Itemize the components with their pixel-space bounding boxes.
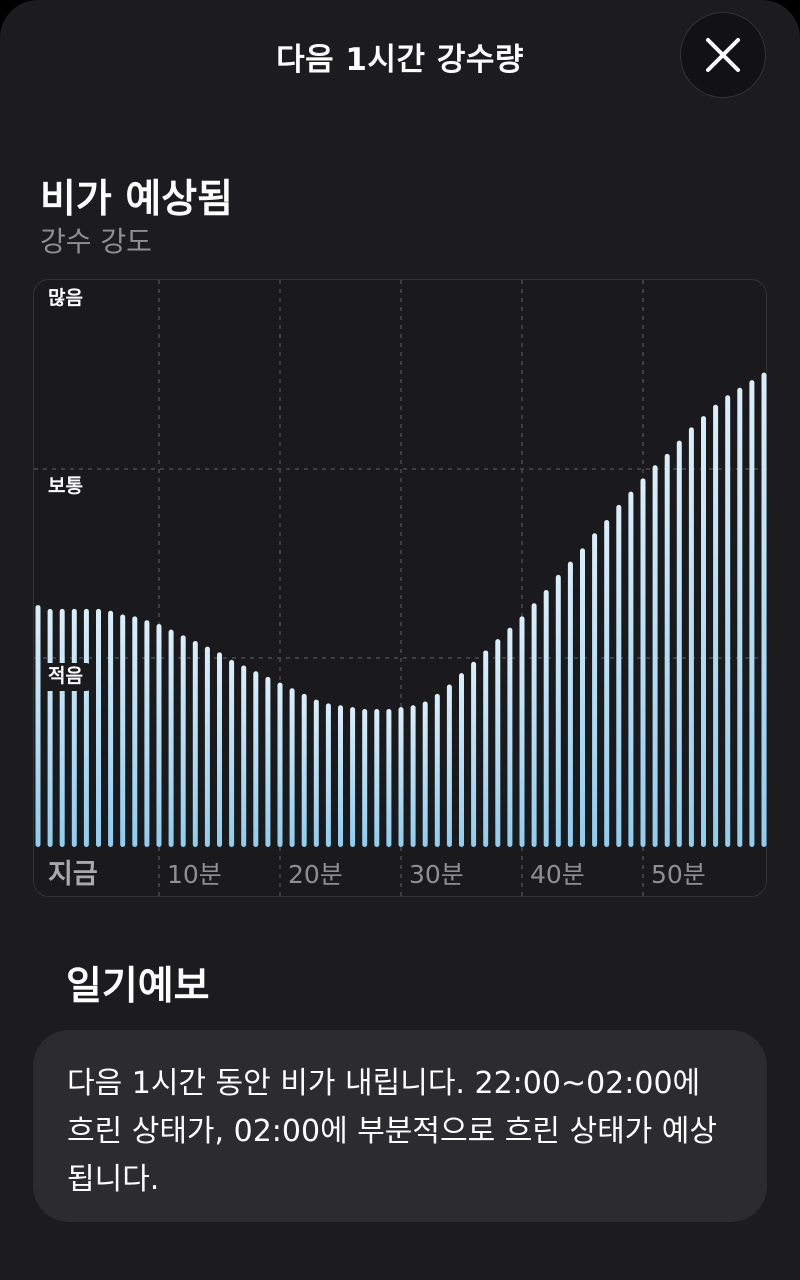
- precipitation-bar: [289, 688, 295, 847]
- precipitation-bar: [229, 659, 235, 847]
- x-tick-label: 10분: [167, 860, 222, 889]
- precipitation-bar: [471, 661, 477, 847]
- precipitation-bar: [495, 639, 501, 847]
- precipitation-bar: [132, 616, 138, 847]
- precipitation-bar: [96, 608, 101, 847]
- precipitation-bar: [725, 395, 731, 847]
- precipitation-bar: [192, 640, 198, 847]
- precipitation-bar: [277, 682, 283, 847]
- precipitation-bar: [616, 504, 622, 847]
- precipitation-bar: [507, 627, 513, 847]
- x-tick-label: 지금: [48, 859, 98, 890]
- precipitation-bar: [217, 652, 222, 847]
- precipitation-bar: [180, 635, 186, 847]
- precipitation-bar: [567, 561, 573, 847]
- precipitation-bar: [35, 605, 41, 847]
- precipitation-intensity-label: 강수 강도: [40, 225, 152, 258]
- precipitation-bar: [301, 693, 307, 847]
- close-button[interactable]: [680, 12, 766, 98]
- precipitation-bar: [386, 709, 392, 847]
- precipitation-bar: [519, 616, 525, 847]
- y-level-label: 많음: [48, 287, 83, 309]
- precipitation-bar: [749, 380, 755, 847]
- precipitation-bar: [120, 614, 126, 847]
- x-tick-label: 50분: [651, 860, 706, 889]
- y-level-label-bg: [42, 285, 92, 313]
- precipitation-bar: [71, 608, 77, 847]
- forecast-section-title: 일기예보: [66, 964, 210, 1009]
- precipitation-bar: [592, 533, 598, 847]
- precipitation-bar: [108, 610, 114, 847]
- forecast-card: 다음 1시간 동안 비가 내립니다. 22:00~02:00에 흐린 상태가, …: [33, 1030, 767, 1222]
- precipitation-bar: [434, 693, 440, 847]
- precipitation-bar: [459, 673, 464, 847]
- precipitation-bar: [446, 684, 452, 847]
- precipitation-bar: [483, 650, 489, 847]
- precipitation-bar: [410, 705, 416, 847]
- precipitation-bar: [761, 372, 767, 847]
- precipitation-bar: [241, 665, 247, 847]
- precipitation-bar: [543, 589, 549, 847]
- precipitation-bar: [374, 709, 380, 847]
- y-level-label-bg: [42, 663, 92, 691]
- precipitation-bar: [580, 548, 585, 847]
- x-tick-label: 30분: [409, 860, 464, 889]
- precipitation-bar: [59, 608, 65, 847]
- y-level-label: 적음: [48, 665, 83, 687]
- precipitation-bar: [47, 608, 53, 847]
- precipitation-bar: [640, 478, 646, 847]
- precipitation-bar: [531, 603, 537, 847]
- precipitation-summary-title: 비가 예상됨: [40, 177, 233, 222]
- precipitation-bar: [664, 453, 670, 847]
- x-tick-label: 40분: [530, 860, 585, 889]
- precipitation-bar: [604, 520, 610, 847]
- precipitation-bar: [204, 646, 210, 847]
- precipitation-bar: [688, 427, 694, 847]
- precipitation-bar: [83, 608, 89, 847]
- precipitation-bar: [253, 671, 259, 847]
- close-icon: [706, 38, 740, 72]
- precipitation-bar: [422, 701, 428, 847]
- precipitation-bar: [713, 404, 719, 847]
- precipitation-bar: [676, 440, 682, 847]
- precipitation-bar: [144, 620, 150, 847]
- precipitation-bar: [350, 707, 356, 847]
- x-tick-label: 20분: [288, 860, 343, 889]
- sheet-title: 다음 1시간 강수량: [276, 42, 524, 78]
- precipitation-bar: [362, 709, 368, 847]
- precipitation-bar: [398, 707, 404, 847]
- precipitation-bar: [555, 574, 561, 847]
- y-level-label: 보통: [48, 475, 83, 497]
- precipitation-bar: [325, 703, 331, 847]
- precipitation-bar: [156, 623, 162, 847]
- forecast-text: 다음 1시간 동안 비가 내립니다. 22:00~02:00에 흐린 상태가, …: [67, 1066, 718, 1197]
- precipitation-bar: [652, 465, 658, 847]
- precipitation-bar: [313, 699, 319, 847]
- precipitation-bar: [265, 676, 271, 847]
- precipitation-bar: [737, 387, 743, 847]
- y-level-label-bg: [42, 473, 92, 501]
- precipitation-bar: [168, 629, 174, 847]
- precipitation-bar: [701, 416, 706, 847]
- precipitation-bar: [628, 491, 634, 847]
- precipitation-bar: [338, 705, 343, 847]
